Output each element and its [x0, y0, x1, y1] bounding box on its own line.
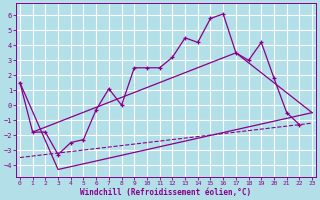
X-axis label: Windchill (Refroidissement éolien,°C): Windchill (Refroidissement éolien,°C)	[80, 188, 252, 197]
